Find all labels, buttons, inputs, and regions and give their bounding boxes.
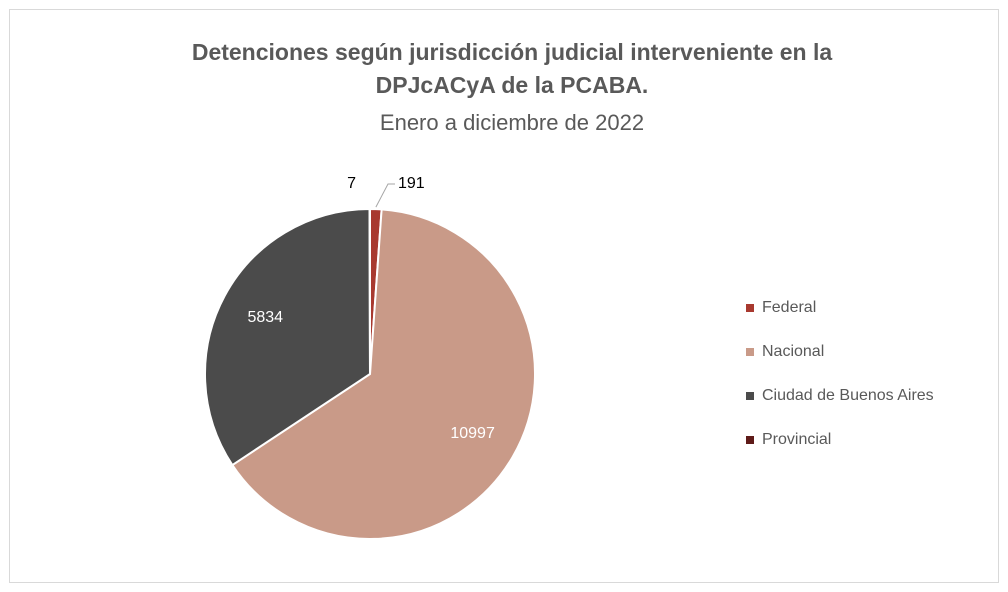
- legend-label: Federal: [762, 299, 816, 316]
- data-label: 7: [347, 175, 356, 192]
- legend-label: Nacional: [762, 343, 824, 360]
- legend-marker: [746, 392, 754, 400]
- chart-frame: [9, 9, 999, 583]
- data-label: 10997: [450, 425, 495, 442]
- legend-marker: [746, 304, 754, 312]
- data-label: 191: [398, 175, 425, 192]
- pie-slice: [230, 208, 536, 540]
- leader-line: [375, 183, 395, 208]
- legend-marker: [746, 436, 754, 444]
- legend-label: Provincial: [762, 431, 831, 448]
- chart-subtitle: Enero a diciembre de 2022: [379, 110, 645, 135]
- data-label: 5834: [247, 309, 283, 326]
- legend-label: Ciudad de Buenos Aires: [762, 387, 934, 404]
- legend-marker: [746, 348, 754, 356]
- pie-slice: [204, 207, 372, 467]
- chart-title: Detenciones según jurisdicción judicial …: [191, 39, 833, 98]
